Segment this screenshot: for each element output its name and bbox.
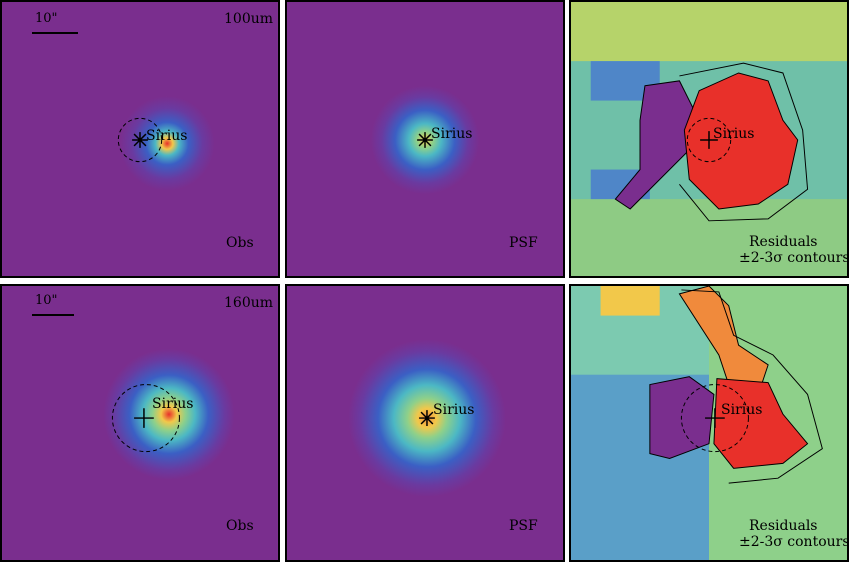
residuals-100um-image [571, 2, 847, 276]
band-label: 160um [224, 295, 274, 311]
sirius-label: Sirius [721, 402, 763, 418]
sirius-label: Sirius [713, 126, 755, 142]
contours-label: ±2-3σ contours [739, 534, 849, 550]
obs-100um-image [2, 2, 278, 276]
sirius-label: Sirius [431, 126, 473, 142]
panel-obs-160um: 10" 160um Sirius Obs [0, 284, 280, 562]
residuals-label: Residuals [749, 518, 818, 534]
sirius-label: Sirius [152, 396, 194, 412]
psf-160um-image [287, 286, 563, 560]
psf-100um-image [287, 2, 563, 276]
scale-label: 10" [35, 11, 58, 26]
residuals-label: Residuals [749, 234, 818, 250]
panel-psf-160um: Sirius PSF [285, 284, 565, 562]
sirius-label: Sirius [433, 402, 475, 418]
band-label: 100um [224, 11, 274, 27]
scale-bar [32, 32, 78, 34]
obs-160um-image [2, 286, 278, 560]
scale-bar [32, 314, 74, 316]
obs-label: Obs [226, 235, 254, 251]
panel-obs-100um: 10" 100um Sirius Obs [0, 0, 280, 278]
scale-label: 10" [35, 293, 58, 308]
psf-label: PSF [509, 518, 538, 534]
panel-residuals-100um: Sirius Residuals ±2-3σ contours [569, 0, 849, 278]
residuals-160um-image [571, 286, 847, 560]
sirius-label: Sirius [146, 128, 188, 144]
obs-label: Obs [226, 518, 254, 534]
panel-psf-100um: Sirius PSF [285, 0, 565, 278]
panel-residuals-160um: Sirius Residuals ±2-3σ contours [569, 284, 849, 562]
psf-label: PSF [509, 235, 538, 251]
contours-label: ±2-3σ contours [739, 250, 849, 266]
